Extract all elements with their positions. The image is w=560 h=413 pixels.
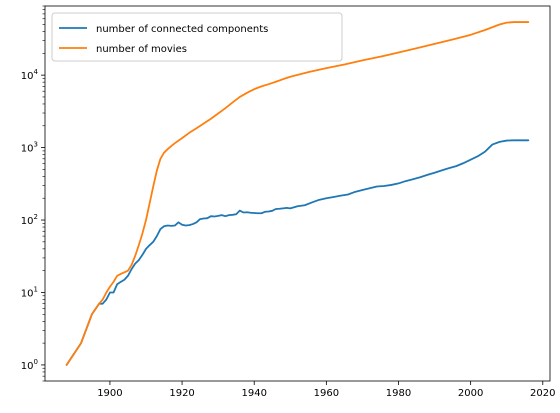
series-line-1 (65, 21, 530, 366)
legend-label-connected-components: number of connected components (96, 24, 268, 35)
series-line-0 (65, 139, 530, 366)
x-tick-label: 1920 (169, 388, 194, 399)
y-tick-label: 100 (21, 358, 38, 372)
plot-area (45, 6, 550, 381)
y-tick-label: 103 (21, 141, 38, 155)
x-axis: 1900 1920 1940 1960 1980 2000 2020 (97, 381, 556, 399)
legend: number of connected components number of… (51, 12, 343, 62)
y-tick-label: 102 (21, 213, 38, 227)
y-tick-label: 101 (21, 285, 38, 299)
legend-label-movies: number of movies (96, 44, 187, 55)
y-tick-label: 104 (21, 68, 39, 82)
x-tick-label: 2000 (458, 388, 483, 399)
legend-box (51, 12, 343, 62)
series-lines (65, 21, 530, 366)
y-axis: 100 101 102 103 104 (21, 5, 45, 382)
x-tick-label: 1980 (386, 388, 411, 399)
axes-frame (44, 5, 551, 382)
x-tick-label: 1960 (314, 388, 339, 399)
x-tick-label: 1900 (97, 388, 122, 399)
x-tick-label: 1940 (241, 388, 266, 399)
x-tick-label: 2020 (530, 388, 555, 399)
